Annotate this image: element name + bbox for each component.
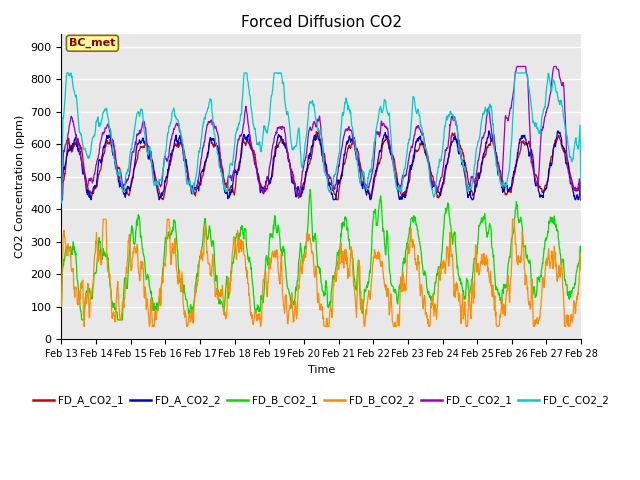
Y-axis label: CO2 Concentration (ppm): CO2 Concentration (ppm): [15, 115, 25, 258]
X-axis label: Time: Time: [308, 365, 335, 375]
Title: Forced Diffusion CO2: Forced Diffusion CO2: [241, 15, 402, 30]
Text: BC_met: BC_met: [69, 38, 116, 48]
Legend: FD_A_CO2_1, FD_A_CO2_2, FD_B_CO2_1, FD_B_CO2_2, FD_C_CO2_1, FD_C_CO2_2: FD_A_CO2_1, FD_A_CO2_2, FD_B_CO2_1, FD_B…: [29, 391, 613, 410]
